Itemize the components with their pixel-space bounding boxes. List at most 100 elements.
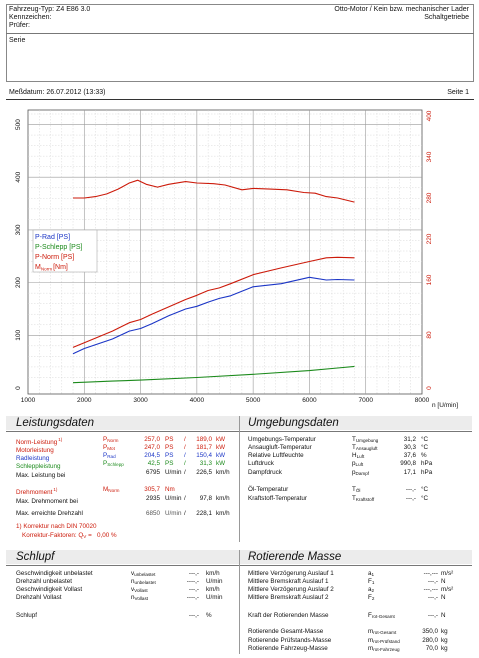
leistung-row-2-value2: 150,4 <box>196 452 212 459</box>
schlupf-row-3-value: ----,- <box>186 594 199 601</box>
rot-row-3-unit: N <box>441 594 446 601</box>
leistung-row-3-symbol: PSchlepp <box>103 460 124 467</box>
section-vertical-divider <box>239 416 240 542</box>
schlupf-row-3-symbol: nVollast <box>131 594 149 601</box>
rot-mass-1-symbol: mrot-Prüfstand <box>368 637 400 644</box>
umgebung-row-4-symbol: pDampf <box>352 469 370 476</box>
schlupf-row-2-symbol: vVollast <box>131 586 148 593</box>
leistung-row-3-value1: 42,5 <box>147 460 160 467</box>
max-speed-unit1: U/min <box>165 510 182 517</box>
umgebung-row-0-unit: °C <box>421 436 429 443</box>
umgebung-row-3-unit: hPa <box>421 460 433 467</box>
rot-row-3-value: ---,- <box>427 594 438 601</box>
leistung-row-2-value1: 204,5 <box>144 452 160 459</box>
schlupf-row-1-symbol: nunbelastet <box>131 578 156 585</box>
header-box <box>6 4 474 82</box>
umgebung-row-2-symbol: HLuft <box>352 452 365 459</box>
torque-row-1-sep: / <box>184 495 186 502</box>
x-tick-label: 8000 <box>415 397 430 404</box>
schlupf-row-1-value: ----,- <box>186 578 199 585</box>
rot-mass-0-unit: kg <box>441 628 448 635</box>
leistung-row-4-value1: 6795 <box>145 469 160 476</box>
max-speed-label: Max. erreichte Drehzahl <box>16 510 83 517</box>
schlupf-row-0-symbol: vunbelastet <box>131 570 156 577</box>
leistung-row-1-value1: 247,0 <box>144 444 160 451</box>
y-right-tick-label: 340 <box>426 151 433 162</box>
x-tick-label: 5000 <box>246 397 261 404</box>
torque-row-1-label: Max. Drehmoment bei <box>16 498 78 506</box>
right-axis: 0 80 160 220 280 340 400 <box>426 110 433 390</box>
rot-row-1-unit: N <box>441 578 446 585</box>
leistung-row-0-unit2: kW <box>216 436 226 443</box>
y-left-tick-label: 200 <box>15 277 22 288</box>
umgebung-row-0-symbol: TUmgebung <box>352 436 379 443</box>
rot-row-3-label: Mittlere Bremskraft Auslauf 2 <box>248 594 329 601</box>
leistung-row-2-sep: / <box>184 452 186 459</box>
slip-value: ---,- <box>188 612 199 619</box>
leistung-row-2-label: Radleistung <box>16 455 50 463</box>
leistung-row-1-sep: / <box>184 444 186 451</box>
x-axis-unit: n [U/min] <box>432 402 458 409</box>
section2-vertical-divider <box>239 550 240 654</box>
x-tick-label: 6000 <box>302 397 317 404</box>
series-line-0 <box>72 276 355 355</box>
umgebung2-row-0-value: ---,- <box>405 486 416 493</box>
umgebung-row-4-value: 17,1 <box>403 469 416 476</box>
leistung-row-2-unit1: PS <box>165 452 174 459</box>
torque-row-0-label: Drehmoment1) <box>16 487 58 497</box>
umgebung-row-0-label: Umgebungs-Temperatur <box>248 436 316 443</box>
schlupf-header-bg <box>6 550 239 564</box>
rot-row-0-label: Mittlere Verzögerung Auslauf 1 <box>248 570 334 577</box>
umgebung-header-bg <box>240 416 472 430</box>
series-line-3 <box>73 179 355 203</box>
umgebung2-row-0-symbol: TÖl <box>352 486 361 493</box>
umgebung2-row-0-label: Öl-Temperatur <box>248 486 289 493</box>
gearbox: Schaltgetriebe <box>424 14 469 21</box>
torque-row-0-value1: 305,7 <box>144 486 160 493</box>
max-speed-value2: 228,1 <box>196 510 212 517</box>
leistung-row-3-sep: / <box>184 460 186 467</box>
schlupf-row-0-unit: km/h <box>206 570 220 577</box>
umgebung-row-2-label: Relative Luftfeuchte <box>248 452 304 459</box>
rot-mass-2-label: Rotierende Fahrzeug-Masse <box>248 645 328 652</box>
x-tick-label: 2000 <box>77 397 92 404</box>
leistung-row-3-unit1: PS <box>165 460 174 467</box>
leistung-row-3-label: Schleppleistung <box>16 463 61 471</box>
umgebung-row-4-label: Dampfdruck <box>248 469 282 476</box>
max-speed-unit2: km/h <box>216 510 230 517</box>
umgebung-row-1-label: Ansaugluft-Temperatur <box>248 444 312 451</box>
max-speed-sep: / <box>184 510 186 517</box>
vehicle-type: Fahrzeug-Typ: Z4 E86 3.0 <box>9 6 91 13</box>
leistung-title: Leistungsdaten <box>16 417 95 429</box>
power-chart: 0 100 200 300 400 500 0 80 160 220 280 340 400 1000… <box>15 109 458 409</box>
umgebung2-row-0-unit: °C <box>421 486 429 493</box>
measure-date: Meßdatum: 26.07.2012 (13:33) <box>9 89 106 96</box>
umgebung-row-4-unit: hPa <box>421 469 433 476</box>
legend-p-schlepp: P-Schlepp [PS] <box>35 244 83 251</box>
series-lines <box>72 179 355 384</box>
umgebung-row-1-value: 30,3 <box>403 444 416 451</box>
rot-force-label: Kraft der Rotierenden Masse <box>248 612 329 619</box>
y-right-tick-label: 80 <box>426 331 433 339</box>
rot-mass-0-symbol: mrot-Gesamt <box>368 628 397 635</box>
y-left-tick-label: 100 <box>15 330 22 341</box>
umgebung-row-2-value: 37,6 <box>403 452 416 459</box>
leistung-row-0-sep: / <box>184 436 186 443</box>
leistung-row-3-value2: 31,3 <box>199 460 212 467</box>
leistung-row-2-unit2: kW <box>216 452 226 459</box>
umgebung-row-0-value: 31,2 <box>403 436 416 443</box>
y-right-tick-label: 400 <box>426 110 433 121</box>
schlupf-title: Schlupf <box>16 551 55 563</box>
header-divider <box>6 33 474 34</box>
rot-force-symbol: Frot-Gesamt <box>368 612 395 619</box>
umgebung2-row-1-symbol: TKraftstoff <box>352 495 375 502</box>
umgebung2-row-1-unit: °C <box>421 495 429 502</box>
torque-row-1-value2: 97,8 <box>199 495 212 502</box>
slip-unit: % <box>206 612 212 619</box>
rot-row-2-label: Mittlere Verzögerung Auslauf 2 <box>248 586 334 593</box>
umgebung-row-1-unit: °C <box>421 444 429 451</box>
torque-row-0-symbol: MNorm <box>103 486 120 493</box>
engine-type: Otto-Motor / Kein bzw. mechanischer Lade… <box>334 6 469 13</box>
rot-force-unit: N <box>441 612 446 619</box>
legend-m-norm: MNorm[Nm] <box>35 264 68 272</box>
